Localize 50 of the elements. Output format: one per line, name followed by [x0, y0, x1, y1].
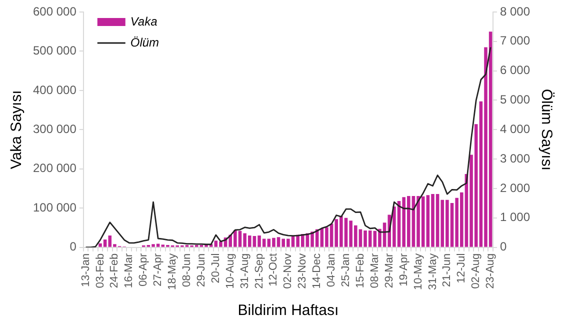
y-tick-label: 200 000	[32, 161, 77, 176]
y-tick-label: 100 000	[32, 200, 77, 214]
x-tick-label: 03-Feb	[94, 253, 106, 288]
y-tick-label: 300 000	[32, 122, 77, 136]
x-tick-label: 19-Apr	[398, 253, 410, 286]
x-tick-label: 12-Jul	[456, 253, 468, 284]
x-tick-label: 10-Aug	[224, 253, 236, 289]
y2-tick-label: 4 000	[500, 122, 530, 136]
x-tick-label: 16-Mar	[123, 252, 136, 288]
x-tick-label: 31-Aug	[238, 253, 251, 289]
y2-tick-label: 7 000	[500, 34, 530, 48]
y-tick-label: 500 000	[32, 44, 77, 58]
x-tick-label: 04-Jan	[326, 253, 338, 287]
y-tick-label: 600 000	[32, 4, 77, 18]
y2-tick-label: 2 000	[500, 180, 530, 195]
x-tick-label: 02-Aug	[470, 253, 482, 289]
x-tick-label: 15-Feb	[354, 253, 366, 288]
x-tick-label: 13-Jan	[80, 253, 92, 287]
x-axis-title: Bildirim Haftası	[238, 302, 339, 320]
x-tick-label: 27-Apr	[152, 253, 164, 286]
x-tick-label: 02-Nov	[282, 252, 294, 289]
x-tick-label: 29-Jun	[195, 253, 208, 287]
x-tick-label: 14-Dec	[311, 252, 324, 289]
y-tick-label: 0	[70, 240, 77, 254]
x-tick-label: 08-Mar	[368, 252, 381, 288]
y-tick-label: 400 000	[32, 82, 77, 97]
x-tick-label: 29-Mar	[383, 252, 396, 288]
legend-label: Ölüm	[130, 35, 160, 50]
x-tick-label: 06-Apr	[138, 253, 150, 286]
x-tick-label: 31-May	[426, 252, 439, 290]
legend-label: Vaka	[130, 14, 158, 28]
x-tick-label: 24-Feb	[108, 253, 121, 288]
y2-tick-label: 8 000	[500, 4, 530, 18]
y2-tick-label: 0	[500, 240, 507, 254]
y-axis-title: Vaka Sayısı	[8, 90, 26, 170]
x-tick-label: 21-Jun	[441, 253, 454, 287]
y2-tick-label: 1 000	[500, 210, 530, 224]
x-tick-label: 23-Aug	[484, 253, 497, 289]
x-tick-label: 18-May	[166, 252, 179, 290]
y2-tick-label: 6 000	[500, 63, 530, 78]
x-tick-label: 21-Sep	[253, 253, 266, 289]
x-tick-label: 12-Oct	[268, 253, 280, 286]
x-tick-label: 08-Jun	[181, 253, 194, 287]
x-tick-label: 23-Nov	[296, 252, 309, 289]
y2-tick-label: 5 000	[500, 92, 530, 107]
y2-tick-label: 3 000	[500, 151, 530, 166]
x-tick-label: 25-Jan	[340, 253, 352, 287]
x-tick-label: 20-Jul	[210, 253, 222, 284]
x-tick-label: 10-May	[412, 252, 424, 290]
y2-axis-title: Ölüm Sayısı	[538, 88, 555, 171]
